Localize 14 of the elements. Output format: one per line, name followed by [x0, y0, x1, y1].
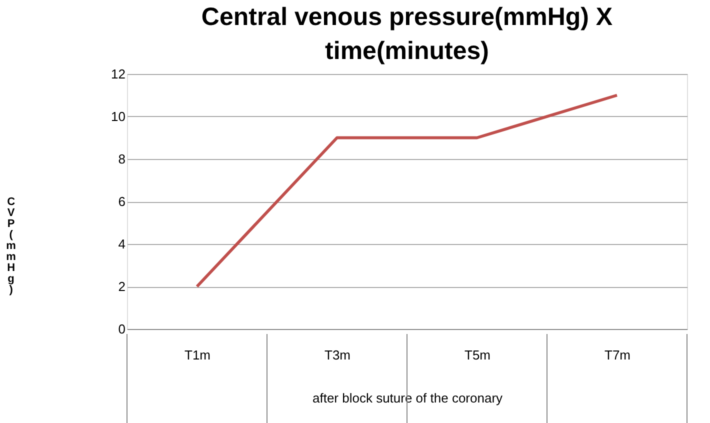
- y-tick-label: 6: [118, 194, 126, 209]
- x-tick-label: T7m: [604, 348, 630, 362]
- x-axis-title: after block suture of the coronary: [312, 390, 504, 406]
- text: CVP(mmHg): [6, 196, 16, 296]
- x-tick-label: T5m: [464, 348, 490, 362]
- x-tick-label: T3m: [324, 348, 350, 362]
- x-tick-label: T1m: [184, 348, 210, 362]
- y-tick-label: 0: [118, 322, 126, 336]
- y-tick-label: 4: [118, 236, 126, 252]
- y-tick-label: 10: [111, 109, 126, 124]
- y-tick-label: 2: [118, 279, 126, 294]
- chart-title: Central venous pressure(mmHg) X time(minutes): [201, 3, 613, 65]
- y-tick-label: 12: [111, 66, 126, 82]
- y-tick-label: 8: [118, 152, 126, 166]
